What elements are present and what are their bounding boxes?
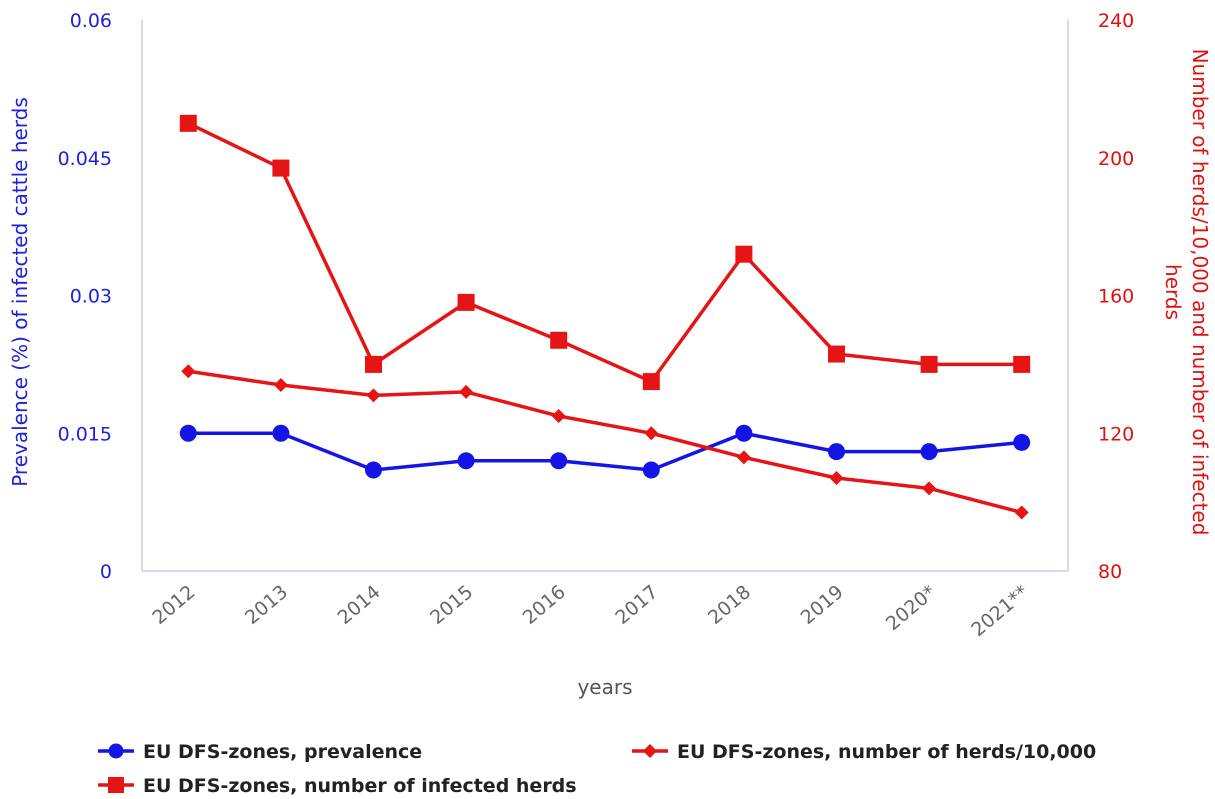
data-point-diamond <box>366 388 381 403</box>
right-axis-title-line-1: Number of herds/10,000 and number of inf… <box>1188 49 1212 536</box>
series-line-diamond <box>188 369 1023 515</box>
left-tick-label: 0.03 <box>70 286 112 308</box>
x-axis-title: years <box>577 675 632 699</box>
data-point-circle <box>1013 433 1031 451</box>
right-tick-label: 80 <box>1098 561 1122 583</box>
data-point-square <box>179 114 197 132</box>
legend-diamond-marker <box>643 744 657 758</box>
data-point-circle <box>828 443 845 461</box>
legend-item-herds-per-10000: EU DFS-zones, number of herds/10,000 <box>632 741 1096 763</box>
left-tick-label: 0.045 <box>58 148 112 170</box>
left-tick-label: 0.06 <box>70 10 112 32</box>
right-tick-label: 240 <box>1098 10 1134 32</box>
left-axis-title: Prevalence (%) of infected cattle herds <box>8 97 32 487</box>
x-tick-label: 2018 <box>704 581 755 629</box>
legend-item-prevalence: EU DFS-zones, prevalence <box>98 741 422 763</box>
data-point-square <box>365 355 382 373</box>
data-point-diamond <box>736 450 751 465</box>
legend-square-marker <box>108 777 124 793</box>
right-axis-ticks: 80 120 160 200 240 <box>1098 10 1134 583</box>
data-point-square <box>457 293 475 311</box>
data-point-diamond <box>459 384 474 399</box>
right-axis-title-line-2: herds <box>1161 264 1185 320</box>
x-tick-label: 2021** <box>967 581 1033 641</box>
data-point-circle <box>642 461 660 479</box>
legend: EU DFS-zones, prevalence EU DFS-zones, n… <box>98 741 1096 797</box>
data-point-square <box>828 345 845 363</box>
x-tick-label: 2020* <box>882 581 940 635</box>
legend-item-infected-herds: EU DFS-zones, number of infected herds <box>98 775 577 797</box>
right-tick-label: 120 <box>1098 423 1134 445</box>
left-tick-label: 0 <box>100 561 112 583</box>
data-point-square <box>550 331 568 349</box>
data-point-circle <box>365 461 382 479</box>
data-point-square <box>272 159 290 177</box>
left-axis-ticks: 0 0.015 0.03 0.045 0.06 <box>58 10 112 583</box>
series-line-square <box>187 121 1022 384</box>
x-tick-label: 2016 <box>519 581 570 629</box>
data-point-square <box>920 355 938 373</box>
data-point-circle <box>735 424 753 442</box>
data-point-diamond <box>922 481 937 496</box>
data-point-circle <box>550 452 568 470</box>
legend-label-prevalence: EU DFS-zones, prevalence <box>143 741 422 763</box>
series-line-circle <box>188 431 1022 472</box>
x-tick-label: 2019 <box>797 581 848 629</box>
x-tick-label: 2014 <box>334 581 385 629</box>
data-point-diamond <box>181 364 196 379</box>
data-point-diamond <box>273 378 288 393</box>
data-point-square <box>642 373 660 391</box>
series-layer <box>179 114 1031 520</box>
data-point-circle <box>920 443 938 461</box>
data-point-square <box>735 245 753 263</box>
data-point-square <box>1013 355 1031 373</box>
series-diamond <box>181 364 1029 520</box>
data-point-circle <box>457 452 475 470</box>
legend-circle-marker <box>108 743 124 759</box>
right-tick-label: 160 <box>1098 286 1134 308</box>
x-axis-ticks: 2012 2013 2014 2015 2016 2017 2018 2019 2020* 202… <box>148 581 1033 641</box>
legend-label-infected-herds: EU DFS-zones, number of infected herds <box>143 775 577 797</box>
series-square <box>179 114 1031 391</box>
series-circle <box>179 424 1031 479</box>
left-tick-label: 0.015 <box>58 423 112 445</box>
legend-label-herds-per-10000: EU DFS-zones, number of herds/10,000 <box>677 741 1096 763</box>
x-tick-label: 2015 <box>426 581 477 629</box>
data-point-circle <box>272 424 290 442</box>
data-point-diamond <box>551 409 566 424</box>
x-tick-label: 2013 <box>241 581 292 629</box>
x-tick-label: 2017 <box>611 581 662 629</box>
data-point-circle <box>179 424 197 442</box>
right-tick-label: 200 <box>1098 148 1134 170</box>
data-point-diamond <box>1014 505 1029 520</box>
data-point-diamond <box>644 426 659 441</box>
data-point-diamond <box>829 471 844 486</box>
x-tick-label: 2012 <box>148 581 199 629</box>
